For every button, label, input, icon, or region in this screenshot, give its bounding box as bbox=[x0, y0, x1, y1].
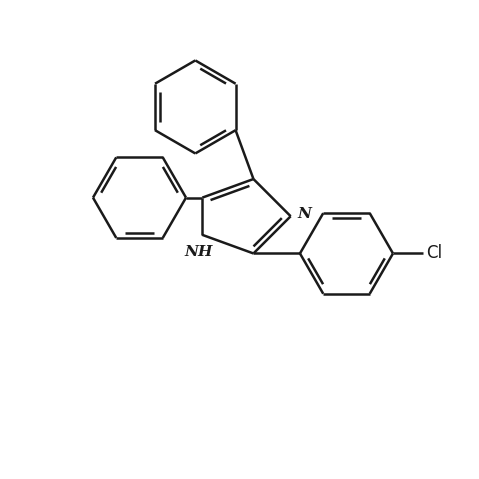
Text: N: N bbox=[297, 207, 312, 221]
Text: NH: NH bbox=[184, 245, 213, 259]
Text: Cl: Cl bbox=[426, 244, 442, 262]
